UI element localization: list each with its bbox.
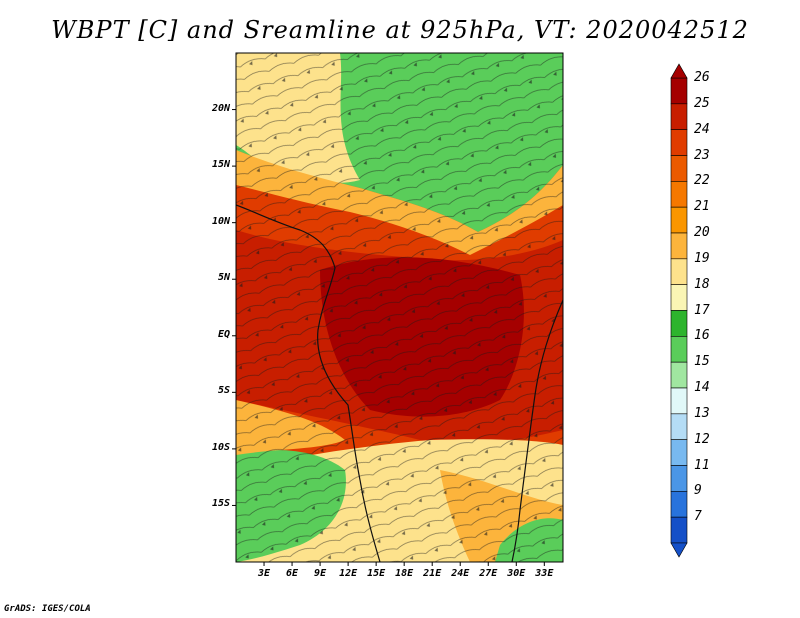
colorbar-swatch: [670, 129, 688, 156]
lat-label: 15S: [211, 498, 230, 510]
colorbar-swatch: [670, 232, 688, 260]
colorbar-label: 20: [694, 225, 710, 240]
colorbar-swatch: [670, 77, 688, 105]
map-plot-area: [236, 53, 563, 562]
colorbar-swatch: [670, 491, 688, 518]
colorbar-top-arrow: [670, 63, 688, 79]
lon-label: 27E: [479, 568, 498, 579]
colorbar-swatch: [670, 155, 688, 182]
colorbar-swatch: [670, 465, 688, 492]
colorbar-label: 17: [694, 302, 710, 318]
lon-label: 9E: [314, 568, 327, 579]
colorbar-label: 7: [694, 509, 702, 525]
lat-label: 10S: [211, 441, 230, 453]
lon-label: 15E: [367, 568, 386, 579]
coastline: [236, 204, 381, 562]
lon-label: 18E: [395, 568, 414, 579]
colorbar-swatch: [670, 258, 688, 285]
colorbar-swatch: [670, 181, 688, 208]
map-frame: [235, 52, 564, 563]
east-coastline: [511, 299, 563, 562]
colorbar-label: 26: [694, 70, 710, 85]
lon-label: 24E: [451, 568, 470, 579]
colorbar-label: 14: [694, 380, 710, 395]
colorbar-swatch: [670, 361, 688, 389]
colorbar-swatch: [670, 103, 688, 130]
colorbar-label: 25: [694, 95, 710, 111]
lat-label: 20N: [211, 102, 230, 114]
colorbar-label: 24: [694, 121, 710, 137]
axis-ticks: [232, 109, 545, 566]
colorbar-swatch: [670, 387, 688, 415]
chart-title: WBPT [C] and Sreamline at 925hPa, VT: 20…: [51, 16, 749, 44]
colorbar-label: 9: [694, 483, 702, 499]
streamlines-overlay: [236, 53, 563, 562]
lon-label: 6E: [286, 568, 299, 579]
lon-label: 33E: [535, 568, 554, 579]
colorbar-label: 15: [694, 354, 710, 370]
lat-label: 15N: [211, 159, 230, 171]
colorbar-swatch: [670, 206, 688, 234]
lat-label: 5S: [217, 385, 230, 397]
colorbar: [670, 63, 688, 558]
colorbar-label: 11: [694, 457, 710, 473]
lon-label: 12E: [339, 568, 358, 579]
colorbar-label: 18: [694, 276, 710, 292]
colorbar-swatch: [670, 439, 688, 466]
lat-label: EQ: [217, 328, 230, 340]
lon-label: 21E: [423, 568, 442, 579]
colorbar-label: 22: [694, 173, 710, 189]
grads-credit: GrADS: IGES/COLA: [4, 604, 91, 614]
lat-label: 5N: [217, 272, 230, 284]
colorbar-label: 19: [694, 250, 710, 266]
colorbar-label: 13: [694, 405, 710, 421]
lon-label: 30E: [507, 568, 526, 579]
colorbar-label: 23: [694, 147, 710, 163]
colorbar-label: 21: [694, 199, 710, 215]
colorbar-bottom-arrow: [670, 542, 688, 558]
colorbar-swatch: [670, 310, 688, 337]
colorbar-swatch: [670, 516, 688, 544]
colorbar-swatch: [670, 284, 688, 311]
lat-label: 10N: [211, 215, 230, 227]
lon-label: 3E: [257, 568, 271, 579]
colorbar-label: 16: [694, 328, 710, 344]
colorbar-swatch: [670, 336, 688, 363]
colorbar-label: 12: [694, 431, 710, 447]
colorbar-swatch: [670, 413, 688, 440]
